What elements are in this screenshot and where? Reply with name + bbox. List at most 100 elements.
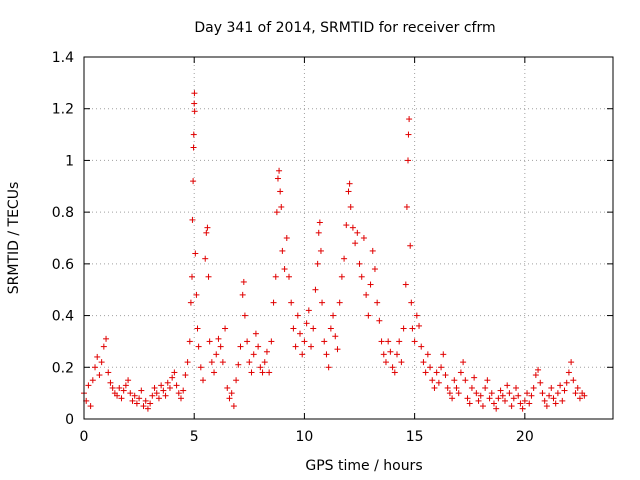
- data-point: [189, 273, 196, 280]
- data-point: [283, 235, 290, 241]
- data-point: [180, 387, 187, 394]
- data-point: [114, 392, 121, 399]
- data-point: [391, 369, 398, 376]
- grid-layer: [84, 57, 613, 419]
- data-point: [510, 395, 517, 402]
- data-point: [191, 90, 198, 97]
- data-point: [360, 235, 367, 241]
- data-point: [446, 390, 453, 397]
- data-point: [202, 255, 209, 262]
- data-point: [89, 377, 96, 384]
- data-point: [453, 384, 460, 391]
- y-tick-label: 0.6: [52, 257, 74, 273]
- data-point: [194, 325, 201, 332]
- data-point: [393, 351, 400, 358]
- data-point: [190, 131, 197, 138]
- data-point: [374, 299, 381, 306]
- data-point: [147, 400, 154, 407]
- data-point: [493, 405, 500, 412]
- data-point: [193, 291, 200, 298]
- data-point: [155, 395, 162, 402]
- y-axis-label: SRMTID / TECUs: [6, 182, 22, 295]
- data-point: [330, 312, 337, 319]
- x-axis-label: GPS time / hours: [305, 458, 422, 474]
- data-point: [151, 384, 158, 391]
- data-point: [376, 317, 383, 324]
- data-point: [270, 299, 277, 306]
- data-point: [211, 369, 218, 376]
- data-point: [513, 384, 520, 391]
- data-point: [228, 390, 235, 397]
- plot-frame: [83, 56, 614, 420]
- data-point: [479, 403, 486, 410]
- data-point: [310, 325, 317, 332]
- data-point: [122, 382, 129, 389]
- data-point: [462, 377, 469, 384]
- data-point: [235, 361, 242, 368]
- data-point: [171, 369, 178, 376]
- data-point: [346, 180, 353, 187]
- data-point: [285, 273, 292, 280]
- data-point: [301, 338, 308, 345]
- data-point: [490, 400, 497, 407]
- data-point: [175, 390, 182, 397]
- data-point: [352, 240, 359, 247]
- data-point: [405, 157, 412, 164]
- data-point: [451, 377, 458, 384]
- x-tick-label: 10: [296, 429, 314, 445]
- data-point: [369, 247, 376, 254]
- data-point: [495, 395, 502, 402]
- data-point: [195, 343, 202, 350]
- data-point: [279, 247, 286, 254]
- y-tick-label: 1.4: [52, 50, 74, 66]
- data-point: [343, 222, 350, 229]
- data-point: [349, 224, 356, 231]
- data-point: [409, 325, 416, 332]
- data-point: [314, 260, 321, 267]
- data-point: [561, 387, 568, 394]
- data-point: [263, 348, 270, 355]
- data-point: [204, 224, 211, 231]
- data-point: [420, 359, 427, 366]
- data-point: [407, 242, 414, 249]
- data-point: [482, 384, 489, 391]
- data-point: [191, 108, 198, 115]
- data-point: [504, 382, 511, 389]
- data-point: [515, 392, 522, 399]
- data-point: [539, 390, 546, 397]
- data-point: [169, 374, 176, 381]
- data-point: [192, 250, 199, 257]
- data-point: [261, 359, 268, 366]
- data-point: [319, 299, 326, 306]
- data-point: [226, 395, 233, 402]
- data-point: [250, 351, 257, 358]
- data-point: [200, 377, 207, 384]
- data-point: [411, 338, 418, 345]
- data-point: [325, 364, 332, 371]
- data-point: [526, 400, 533, 407]
- data-point: [217, 343, 224, 350]
- data-point: [382, 359, 389, 366]
- data-point: [385, 338, 392, 345]
- data-point: [85, 382, 92, 389]
- data-point: [396, 338, 403, 345]
- data-point: [484, 377, 491, 384]
- data-point: [338, 273, 345, 280]
- data-point: [299, 351, 306, 358]
- data-point: [133, 400, 140, 407]
- data-point: [129, 397, 136, 404]
- data-point: [144, 405, 151, 412]
- data-point: [574, 384, 581, 391]
- data-point: [433, 369, 440, 376]
- data-point: [552, 400, 559, 407]
- data-point: [138, 387, 145, 394]
- data-point: [323, 351, 330, 358]
- data-point: [191, 100, 198, 107]
- data-point: [440, 351, 447, 358]
- data-point: [336, 299, 343, 306]
- data-point: [422, 369, 429, 376]
- data-point: [277, 188, 284, 195]
- data-point: [464, 395, 471, 402]
- data-point: [378, 338, 385, 345]
- data-point: [120, 387, 127, 394]
